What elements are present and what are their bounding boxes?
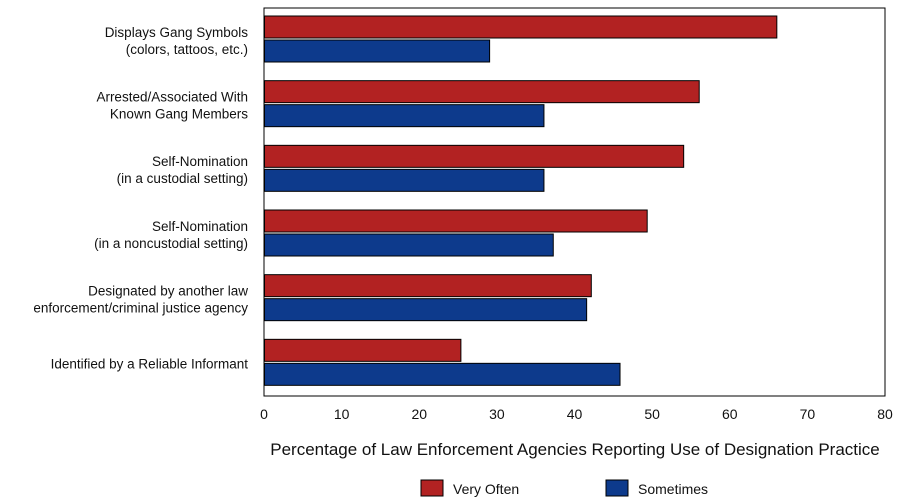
category-label-4-line-1: enforcement/criminal justice agency bbox=[33, 301, 248, 316]
category-label-1-line-1: Known Gang Members bbox=[110, 107, 248, 122]
bar-sometimes-2 bbox=[264, 168, 545, 192]
bar-very-often-4 bbox=[264, 274, 592, 298]
category-labels: Displays Gang Symbols (colors, tattoos, e… bbox=[33, 25, 248, 372]
x-axis-ticks: 0 10 20 30 40 50 60 70 80 bbox=[260, 406, 893, 422]
category-label-0-line-0: Displays Gang Symbols bbox=[105, 25, 249, 40]
x-axis-title: Percentage of Law Enforcement Agencies R… bbox=[270, 440, 880, 459]
bar-sometimes-4 bbox=[264, 298, 588, 322]
category-label-1-line-0: Arrested/Associated With bbox=[96, 90, 248, 105]
bar-very-often-5 bbox=[264, 338, 462, 362]
x-tick-label-10: 10 bbox=[334, 406, 350, 422]
x-tick-label-30: 30 bbox=[489, 406, 505, 422]
x-tick-label-70: 70 bbox=[800, 406, 816, 422]
bar-sometimes-1 bbox=[264, 104, 545, 128]
bar-very-often-2 bbox=[264, 144, 685, 168]
plot-area-frame bbox=[263, 7, 886, 397]
legend-swatch-very-often bbox=[420, 479, 444, 497]
bar-sometimes-3 bbox=[264, 233, 554, 257]
category-label-0-line-1: (colors, tattoos, etc.) bbox=[126, 42, 248, 57]
category-label-2-line-1: (in a custodial setting) bbox=[117, 171, 248, 186]
bar-sometimes-5 bbox=[264, 362, 621, 386]
category-label-3-line-1: (in a noncustodial setting) bbox=[94, 236, 248, 251]
bar-very-often-3 bbox=[264, 209, 648, 233]
x-tick-label-50: 50 bbox=[644, 406, 660, 422]
x-tick-label-80: 80 bbox=[877, 406, 893, 422]
category-label-5-line-0: Identified by a Reliable Informant bbox=[51, 357, 249, 372]
legend-swatch-sometimes bbox=[605, 479, 629, 497]
bar-very-often-1 bbox=[264, 80, 700, 104]
category-label-3-line-0: Self-Nomination bbox=[152, 219, 248, 234]
legend-label-very-often: Very Often bbox=[453, 481, 519, 497]
bar-sometimes-0 bbox=[264, 39, 491, 63]
x-tick-label-40: 40 bbox=[567, 406, 583, 422]
x-tick-label-20: 20 bbox=[411, 406, 427, 422]
x-tick-label-60: 60 bbox=[722, 406, 738, 422]
bar-very-often-0 bbox=[264, 15, 778, 39]
legend: Very Often Sometimes bbox=[420, 479, 708, 497]
legend-label-sometimes: Sometimes bbox=[638, 481, 708, 497]
category-label-2-line-0: Self-Nomination bbox=[152, 154, 248, 169]
bars-group bbox=[264, 15, 778, 386]
x-tick-label-0: 0 bbox=[260, 406, 268, 422]
category-label-4-line-0: Designated by another law bbox=[88, 284, 248, 299]
